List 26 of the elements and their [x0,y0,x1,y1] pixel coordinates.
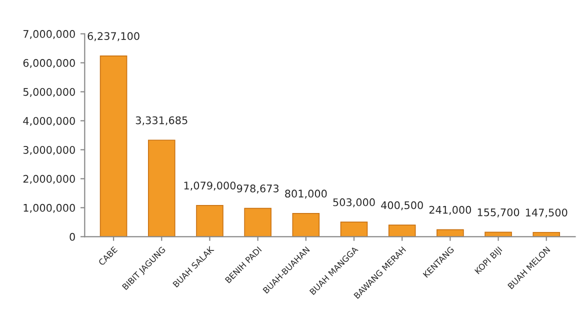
data-label: 3,331,685 [136,116,188,126]
y-tick-label: 6,000,000 [23,59,75,68]
y-tick-label: 5,000,000 [23,88,75,97]
bar [292,213,320,237]
data-label: 241,000 [429,206,472,215]
data-label: 1,079,000 [184,182,236,191]
y-tick-label: 0 [70,232,75,241]
data-label: 801,000 [285,190,327,199]
bar [196,204,224,237]
data-label: 155,700 [478,208,520,218]
y-tick-label: 1,000,000 [24,204,75,213]
data-label: 503,000 [333,198,375,208]
data-label: 400,500 [381,201,423,210]
y-tick-label: 2,000,000 [23,174,75,184]
data-label: 147,500 [526,208,568,218]
bar [340,222,368,237]
y-tick-label: 7,000,000 [23,30,75,39]
data-label: 6,237,100 [88,32,140,42]
data-label: 978,673 [236,184,279,194]
bar [100,56,128,237]
bar [244,208,272,237]
bar [388,224,416,237]
bar [484,232,512,237]
bar [148,140,176,237]
y-tick-label: 4,000,000 [23,116,75,126]
y-tick-label: 3,000,000 [23,146,75,155]
